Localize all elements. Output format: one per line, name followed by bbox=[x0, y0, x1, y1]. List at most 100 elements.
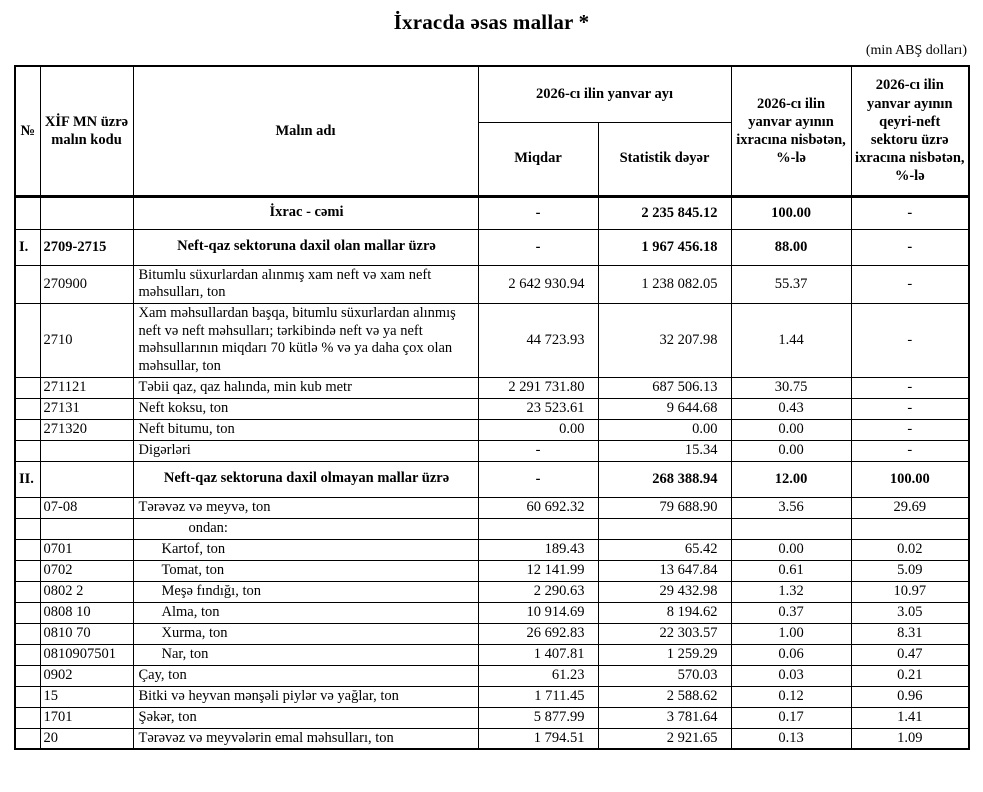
cell-nonoil: 1.41 bbox=[850, 706, 970, 729]
cell-share: 0.06 bbox=[730, 643, 852, 666]
cell-name: İxrac - cəmi bbox=[132, 194, 479, 230]
cell-qty: 1 711.45 bbox=[477, 685, 599, 708]
cell-share: 1.44 bbox=[730, 302, 852, 378]
cell-value: 3 781.64 bbox=[597, 706, 732, 729]
cell-code bbox=[39, 194, 134, 230]
cell-no bbox=[14, 194, 41, 230]
cell-share: 0.12 bbox=[730, 685, 852, 708]
page-title: İxracda əsas mallar * bbox=[393, 10, 590, 34]
cell-name: Bitki və heyvan mənşəli piylər və yağlar… bbox=[132, 685, 479, 708]
cell-value: 13 647.84 bbox=[597, 559, 732, 582]
cell-value: 9 644.68 bbox=[597, 397, 732, 420]
cell-qty: - bbox=[477, 194, 599, 230]
cell-share: 0.43 bbox=[730, 397, 852, 420]
cell-name: Tomat, ton bbox=[132, 559, 479, 582]
cell-value: 15.34 bbox=[597, 439, 732, 462]
cell-value: 1 259.29 bbox=[597, 643, 732, 666]
cell-code: 2710 bbox=[39, 302, 134, 378]
cell-share: 88.00 bbox=[730, 228, 852, 266]
cell-share: 0.00 bbox=[730, 538, 852, 561]
cell-nonoil: - bbox=[850, 397, 970, 420]
cell-qty: 60 692.32 bbox=[477, 496, 599, 519]
table-row: 07-08 Tərəvəz və meyvə, ton 60 692.32 79 68… bbox=[14, 496, 970, 519]
cell-no bbox=[14, 538, 41, 561]
cell-nonoil: 3.05 bbox=[850, 601, 970, 624]
unit-note: (min ABŞ dolları) bbox=[865, 43, 967, 58]
cell-value: 32 207.98 bbox=[597, 302, 732, 378]
cell-code: 271320 bbox=[39, 418, 134, 441]
cell-qty: 2 290.63 bbox=[477, 580, 599, 603]
header-row-top: № XİF MN üzrə malın kodu Malın adı 2026-… bbox=[14, 65, 970, 197]
cell-share: 0.00 bbox=[730, 418, 852, 441]
cell-share: 0.61 bbox=[730, 559, 852, 582]
cell-code: 0902 bbox=[39, 664, 134, 687]
table-header: № XİF MN üzrə malın kodu Malın adı 2026-… bbox=[14, 65, 970, 197]
cell-name: ondan: bbox=[132, 517, 479, 540]
cell-name: Kartof, ton bbox=[132, 538, 479, 561]
cell-qty: 26 692.83 bbox=[477, 622, 599, 645]
cell-name: Bitumlu süxurlardan alınmış xam neft və … bbox=[132, 264, 479, 304]
cell-code bbox=[39, 439, 134, 462]
cell-nonoil: 100.00 bbox=[850, 460, 970, 498]
cell-no bbox=[14, 397, 41, 420]
header-row-sub: Miqdar Statistik dəyər bbox=[15, 121, 969, 197]
table-row: 271320 Neft bitumu, ton 0.00 0.00 0.00- bbox=[14, 418, 970, 441]
cell-qty: 12 141.99 bbox=[477, 559, 599, 582]
table-row: 0902 Çay, ton 61.23 570.03 0.03 0.21 bbox=[14, 664, 970, 687]
cell-no bbox=[14, 439, 41, 462]
cell-value: 2 235 845.12 bbox=[597, 194, 732, 230]
cell-name: Alma, ton bbox=[132, 601, 479, 624]
table-body: İxrac - cəmi -2 235 845.12 100.00- I. 2709-2… bbox=[14, 194, 970, 750]
cell-share: 30.75 bbox=[730, 376, 852, 399]
header-no: № bbox=[14, 65, 41, 197]
cell-no bbox=[14, 601, 41, 624]
cell-name: Neft-qaz sektoruna daxil olmayan mallar … bbox=[132, 460, 479, 498]
cell-no bbox=[14, 496, 41, 519]
cell-name: Nar, ton bbox=[132, 643, 479, 666]
cell-share: 12.00 bbox=[730, 460, 852, 498]
table-row: 0810 70 Xurma, ton 26 692.83 22 303.57 1.00 8… bbox=[14, 622, 970, 645]
cell-nonoil: - bbox=[850, 376, 970, 399]
cell-code: 0701 bbox=[39, 538, 134, 561]
cell-share: 0.00 bbox=[730, 439, 852, 462]
cell-value: 687 506.13 bbox=[597, 376, 732, 399]
cell-code: 07-08 bbox=[39, 496, 134, 519]
cell-nonoil: 5.09 bbox=[850, 559, 970, 582]
cell-nonoil: - bbox=[850, 439, 970, 462]
cell-code: 270900 bbox=[39, 264, 134, 304]
cell-qty: 61.23 bbox=[477, 664, 599, 687]
cell-nonoil: - bbox=[850, 264, 970, 304]
header-share-nonoil: 2026-cı ilin yanvar ayının qeyri-neft se… bbox=[850, 65, 970, 197]
cell-qty: - bbox=[477, 228, 599, 266]
cell-no bbox=[14, 376, 41, 399]
cell-name: Neft koksu, ton bbox=[132, 397, 479, 420]
cell-nonoil: 0.47 bbox=[850, 643, 970, 666]
cell-value: 29 432.98 bbox=[597, 580, 732, 603]
cell-name: Meşə fındığı, ton bbox=[132, 580, 479, 603]
cell-code: 0702 bbox=[39, 559, 134, 582]
cell-value: 1 238 082.05 bbox=[597, 264, 732, 304]
cell-value: 268 388.94 bbox=[597, 460, 732, 498]
cell-no: I. bbox=[14, 228, 41, 266]
cell-no bbox=[14, 664, 41, 687]
cell-qty: 189.43 bbox=[477, 538, 599, 561]
cell-qty: 2 291 731.80 bbox=[477, 376, 599, 399]
cell-value: 570.03 bbox=[597, 664, 732, 687]
cell-share: 0.37 bbox=[730, 601, 852, 624]
table-row: 2710 Xam məhsullardan başqa, bitumlu süxu… bbox=[14, 302, 970, 378]
cell-qty: 10 914.69 bbox=[477, 601, 599, 624]
cell-nonoil: 29.69 bbox=[850, 496, 970, 519]
cell-no bbox=[14, 706, 41, 729]
cell-value: 2 588.62 bbox=[597, 685, 732, 708]
cell-name: Neft-qaz sektoruna daxil olan mallar üzr… bbox=[132, 228, 479, 266]
cell-no bbox=[14, 580, 41, 603]
cell-qty: 2 642 930.94 bbox=[477, 264, 599, 304]
cell-share: 1.32 bbox=[730, 580, 852, 603]
cell-name: Tərəvəz və meyvə, ton bbox=[132, 496, 479, 519]
cell-qty: 5 877.99 bbox=[477, 706, 599, 729]
cell-no bbox=[14, 517, 41, 540]
cell-no bbox=[14, 727, 41, 750]
table-row: 1701 Şəkər, ton 5 877.99 3 781.64 0.17 1.41 bbox=[14, 706, 970, 729]
cell-code: 15 bbox=[39, 685, 134, 708]
cell-share: 0.13 bbox=[730, 727, 852, 750]
